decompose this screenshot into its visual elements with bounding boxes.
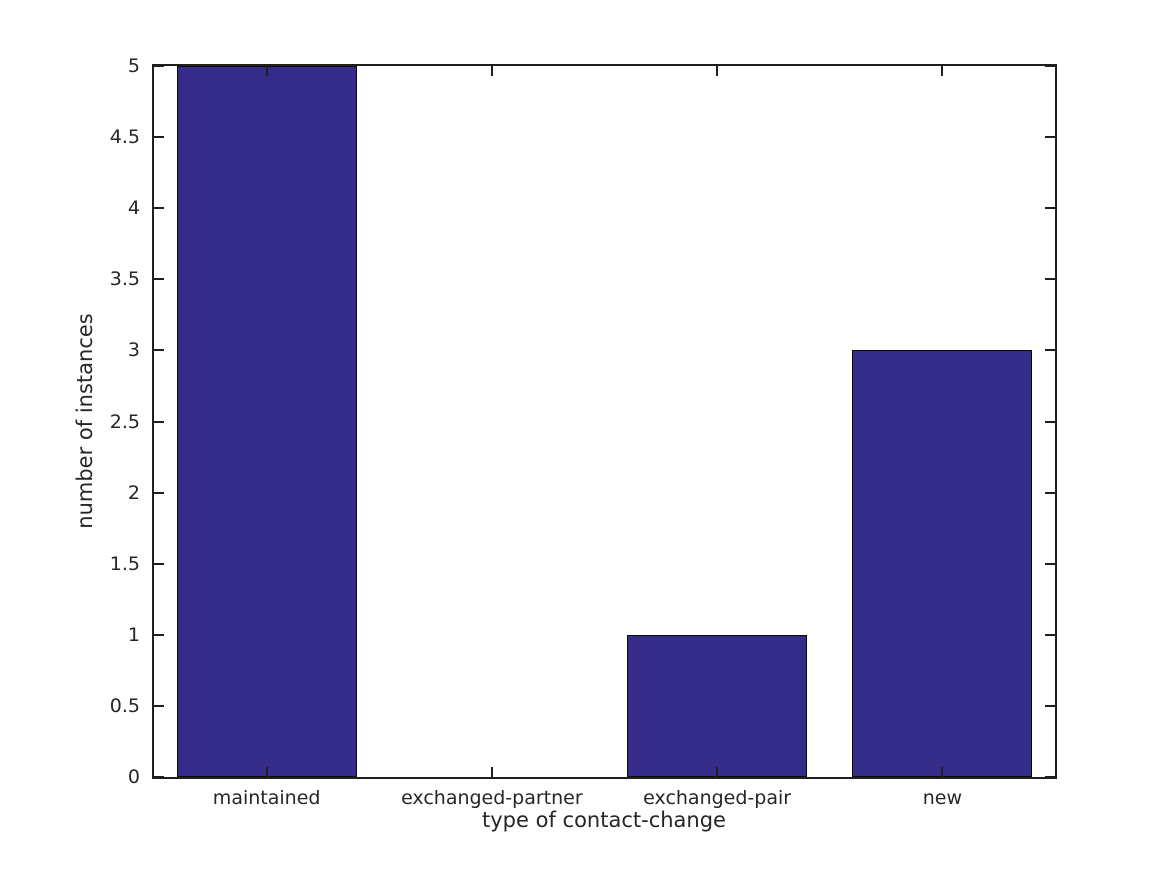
x-tick-top bbox=[490, 66, 493, 76]
y-tick-label: 5 bbox=[127, 55, 140, 77]
x-tick-bottom bbox=[941, 767, 944, 777]
y-tick-label: 1 bbox=[127, 623, 140, 646]
y-tick-right bbox=[1045, 562, 1055, 565]
x-tick-label-maintained: maintained bbox=[212, 787, 321, 809]
y-tick-left bbox=[154, 420, 164, 423]
y-tick-left bbox=[154, 491, 164, 494]
bar-new bbox=[852, 350, 1033, 777]
y-tick-left bbox=[154, 66, 164, 67]
y-tick-left bbox=[154, 207, 164, 210]
x-tick-label-exchanged-pair: exchanged-pair bbox=[643, 787, 792, 809]
y-tick-right bbox=[1045, 207, 1055, 210]
y-tick-left bbox=[154, 278, 164, 281]
y-tick-left bbox=[154, 562, 164, 565]
y-tick-label: 2.5 bbox=[109, 410, 140, 433]
bar-maintained bbox=[176, 66, 357, 777]
y-tick-right bbox=[1045, 278, 1055, 281]
y-tick-left bbox=[154, 349, 164, 352]
y-tick-left bbox=[154, 633, 164, 636]
x-tick-top bbox=[265, 66, 268, 76]
x-tick-bottom bbox=[265, 767, 268, 777]
x-tick-label-exchanged-partner: exchanged-partner bbox=[401, 787, 583, 809]
x-tick-bottom bbox=[716, 767, 719, 777]
y-tick-label: 0.5 bbox=[109, 694, 140, 717]
x-tick-bottom bbox=[490, 767, 493, 777]
y-tick-left bbox=[154, 776, 164, 777]
x-tick-top bbox=[941, 66, 944, 76]
y-tick-right bbox=[1045, 136, 1055, 139]
y-tick-label: 4 bbox=[127, 197, 140, 220]
y-tick-right bbox=[1045, 704, 1055, 707]
y-tick-left bbox=[154, 136, 164, 139]
y-tick-label: 4.5 bbox=[109, 126, 140, 149]
y-tick-right bbox=[1045, 491, 1055, 494]
y-tick-right bbox=[1045, 420, 1055, 423]
y-tick-label: 1.5 bbox=[109, 552, 140, 575]
bar-exchanged-pair bbox=[627, 634, 808, 777]
y-tick-right bbox=[1045, 633, 1055, 636]
y-tick-label: 3 bbox=[127, 339, 140, 362]
x-tick-label-new: new bbox=[922, 787, 963, 809]
y-tick-right bbox=[1045, 66, 1055, 67]
y-tick-label: 0 bbox=[127, 766, 140, 788]
plot-area bbox=[152, 64, 1057, 779]
y-tick-label: 2 bbox=[127, 481, 140, 504]
y-tick-left bbox=[154, 704, 164, 707]
y-tick-right bbox=[1045, 349, 1055, 352]
x-axis-label: type of contact-change bbox=[482, 808, 726, 832]
y-tick-label: 3.5 bbox=[109, 268, 140, 291]
y-tick-right bbox=[1045, 776, 1055, 777]
x-tick-top bbox=[716, 66, 719, 76]
